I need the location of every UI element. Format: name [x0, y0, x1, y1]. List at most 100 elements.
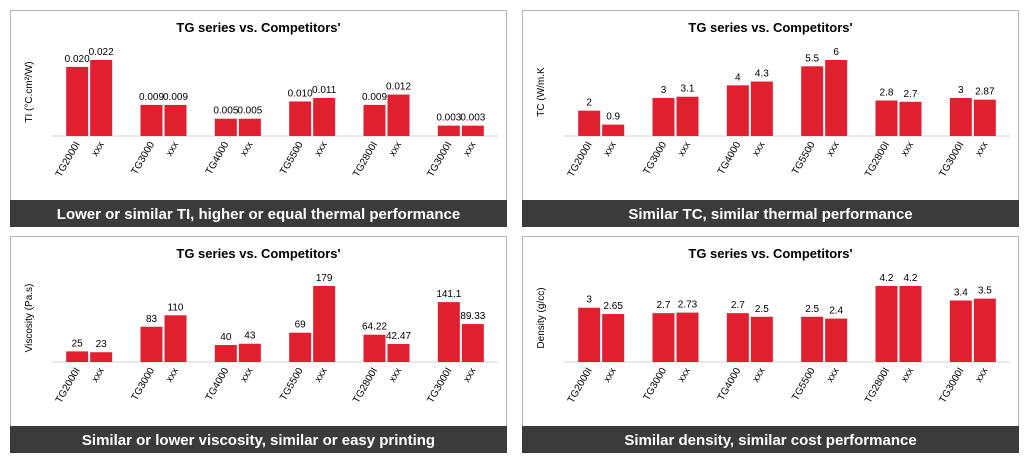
data-label: 0.010 — [288, 88, 313, 99]
data-label: 0.012 — [386, 82, 411, 93]
bar — [66, 351, 89, 362]
data-label: 3.5 — [978, 286, 992, 297]
x-tick-label: TG2000I — [566, 366, 595, 405]
data-label: 25 — [72, 338, 84, 349]
bar — [750, 316, 773, 362]
x-tick-label: TG2000I — [566, 140, 595, 179]
bar — [238, 118, 261, 136]
bar — [66, 66, 89, 136]
bar — [578, 307, 601, 362]
x-tick-label: TG3000I — [425, 366, 454, 405]
data-label: 23 — [96, 339, 108, 350]
data-label: 89.33 — [460, 311, 485, 322]
x-tick-label: TG4000 — [716, 366, 744, 403]
data-label: 3 — [958, 85, 964, 96]
bar — [214, 118, 237, 136]
data-label: 2.7 — [731, 300, 745, 311]
data-label: 4.2 — [880, 273, 894, 284]
data-label: 2.7 — [904, 89, 918, 100]
x-tick-label: xxx — [899, 366, 916, 384]
data-label: 2.87 — [975, 87, 995, 98]
x-tick-label: TG4000 — [204, 140, 232, 177]
data-label: 0.005 — [237, 106, 262, 117]
data-label: 2 — [586, 98, 592, 109]
caption: Similar or lower viscosity, similar or e… — [82, 432, 435, 449]
x-tick-label: TG5500 — [278, 366, 306, 403]
x-tick-label: xxx — [973, 140, 990, 158]
data-label: 40 — [220, 332, 232, 343]
bar — [313, 286, 336, 362]
data-label: 5.5 — [805, 53, 819, 64]
bar — [437, 302, 460, 362]
x-tick-label: xxx — [676, 366, 693, 384]
data-label: 4.3 — [755, 69, 769, 80]
bar — [875, 100, 898, 136]
x-tick-label: TG2800I — [351, 140, 380, 179]
y-axis-label: Viscosity (Pa.s) — [24, 284, 35, 353]
data-label: 64.22 — [362, 322, 387, 333]
data-label: 69 — [295, 320, 307, 331]
chart-title: TG series vs. Competitors' — [688, 20, 852, 35]
data-label: 3 — [661, 85, 667, 96]
data-label: 6 — [833, 47, 839, 58]
bar — [164, 104, 187, 136]
bar — [949, 98, 972, 136]
data-label: 0.020 — [65, 54, 90, 65]
bar — [973, 99, 996, 136]
x-tick-label: xxx — [973, 366, 990, 384]
bar — [164, 315, 187, 362]
bar — [140, 326, 163, 362]
data-label: 42.47 — [386, 331, 411, 342]
bar — [289, 101, 312, 136]
x-tick-label: xxx — [461, 366, 478, 384]
chart-panel: TG series vs. Competitors' Viscosity (Pa.… — [10, 236, 507, 453]
x-tick-label: TG3000I — [425, 140, 454, 179]
bar — [387, 94, 410, 136]
bar — [578, 110, 601, 136]
x-tick-label: TG2800I — [863, 366, 892, 405]
x-tick-label: xxx — [164, 366, 181, 384]
bar — [949, 300, 972, 362]
bar — [437, 125, 460, 136]
bar — [801, 316, 824, 362]
data-label: 4 — [735, 72, 741, 83]
bar — [602, 314, 625, 362]
bar — [461, 125, 484, 136]
x-tick-label: TG3000 — [642, 140, 670, 177]
bar — [387, 343, 410, 362]
data-label: 0.009 — [163, 92, 188, 103]
data-label: 0.9 — [606, 112, 620, 123]
bar — [140, 104, 163, 136]
x-tick-label: xxx — [387, 140, 404, 158]
y-axis-label: TI (°C.cm²/W) — [24, 61, 35, 122]
data-label: 2.4 — [829, 306, 843, 317]
y-axis-label: TC (W/m.K — [536, 67, 547, 117]
x-tick-label: xxx — [238, 366, 255, 384]
x-tick-label: xxx — [750, 140, 767, 158]
x-tick-label: TG3000 — [130, 140, 158, 177]
x-tick-label: xxx — [676, 140, 693, 158]
x-tick-label: TG4000 — [204, 366, 232, 403]
bar — [238, 343, 261, 362]
y-axis-label: Density (g/cc) — [536, 287, 547, 348]
bar — [363, 334, 386, 362]
data-label: 0.011 — [312, 85, 337, 96]
data-label: 0.009 — [362, 92, 387, 103]
caption: Similar density, similar cost performanc… — [624, 432, 916, 449]
bar — [899, 286, 922, 362]
caption-banner — [522, 426, 1019, 453]
bar — [899, 101, 922, 136]
x-tick-label: TG3000 — [130, 366, 158, 403]
data-label: 141.1 — [436, 289, 461, 300]
x-tick-label: xxx — [825, 140, 842, 158]
caption: Similar TC, similar thermal performance — [628, 206, 912, 223]
x-tick-label: xxx — [90, 140, 107, 158]
bar — [726, 313, 749, 362]
caption-banner — [10, 426, 507, 453]
x-tick-label: TG3000 — [642, 366, 670, 403]
x-tick-label: TG2800I — [863, 140, 892, 179]
x-tick-label: TG5500 — [278, 140, 306, 177]
x-tick-label: xxx — [90, 366, 107, 384]
bar — [875, 286, 898, 362]
x-tick-label: TG4000 — [716, 140, 744, 177]
